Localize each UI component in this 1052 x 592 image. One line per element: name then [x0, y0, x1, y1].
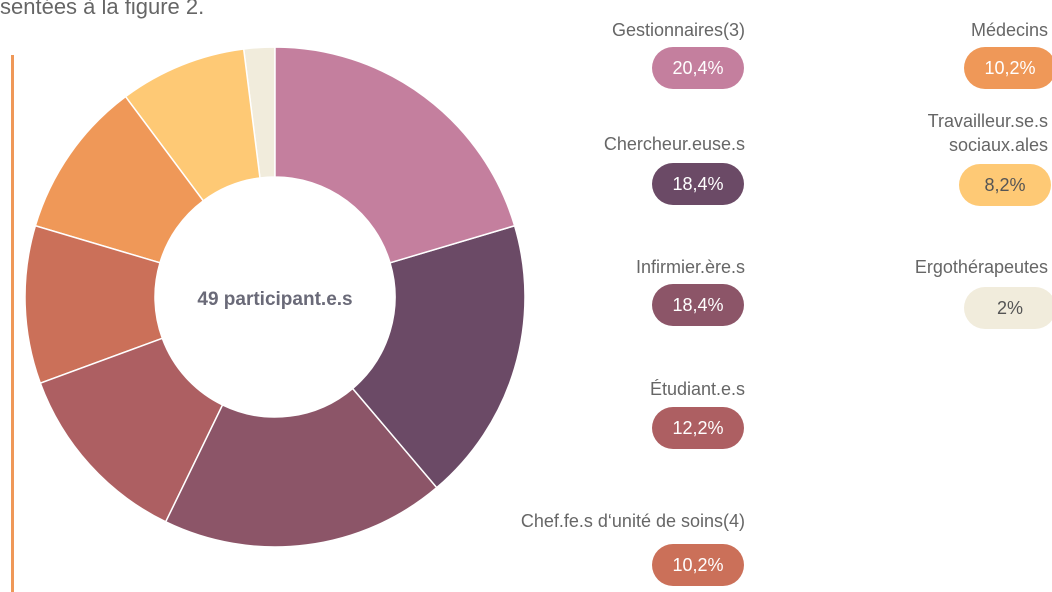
legend-label: Médecins: [970, 20, 1048, 40]
side-rule: [11, 55, 14, 592]
legend-value: 10,2%: [652, 544, 744, 586]
legend-value: 20,4%: [652, 47, 744, 89]
legend-label: Ergothérapeutes: [914, 257, 1048, 277]
donut-slice: [164, 387, 438, 548]
donut-slice: [39, 337, 224, 523]
center-label: 49 participant.e.s: [197, 289, 352, 310]
legend-label: Chercheur.euse.s: [603, 134, 745, 154]
legend-label: Chef.fe.s d‘unité de soins(4): [520, 511, 745, 531]
legend-label: Gestionnaires(3): [611, 20, 745, 40]
donut-slice: [24, 224, 164, 385]
legend-value: 8,2%: [959, 164, 1051, 206]
legend-value: 2%: [964, 287, 1052, 329]
donut-slice: [34, 95, 205, 264]
legend-label: Étudiant.e.s: [649, 379, 745, 399]
donut-slice: [124, 48, 261, 202]
legend-value: 18,4%: [652, 284, 744, 326]
legend-value: 12,2%: [652, 407, 744, 449]
legend-value: 18,4%: [652, 163, 744, 205]
caption: sentées à la figure 2.: [0, 0, 205, 19]
donut-chart: 49 participant.e.s: [24, 46, 526, 548]
donut-slice: [351, 224, 526, 489]
legend-value: 10,2%: [964, 47, 1052, 89]
donut-slice: [274, 46, 516, 264]
legend-label: Travailleur.se.s sociaux.ales: [927, 111, 1048, 155]
legend-label: Infirmier.ère.s: [635, 257, 745, 277]
